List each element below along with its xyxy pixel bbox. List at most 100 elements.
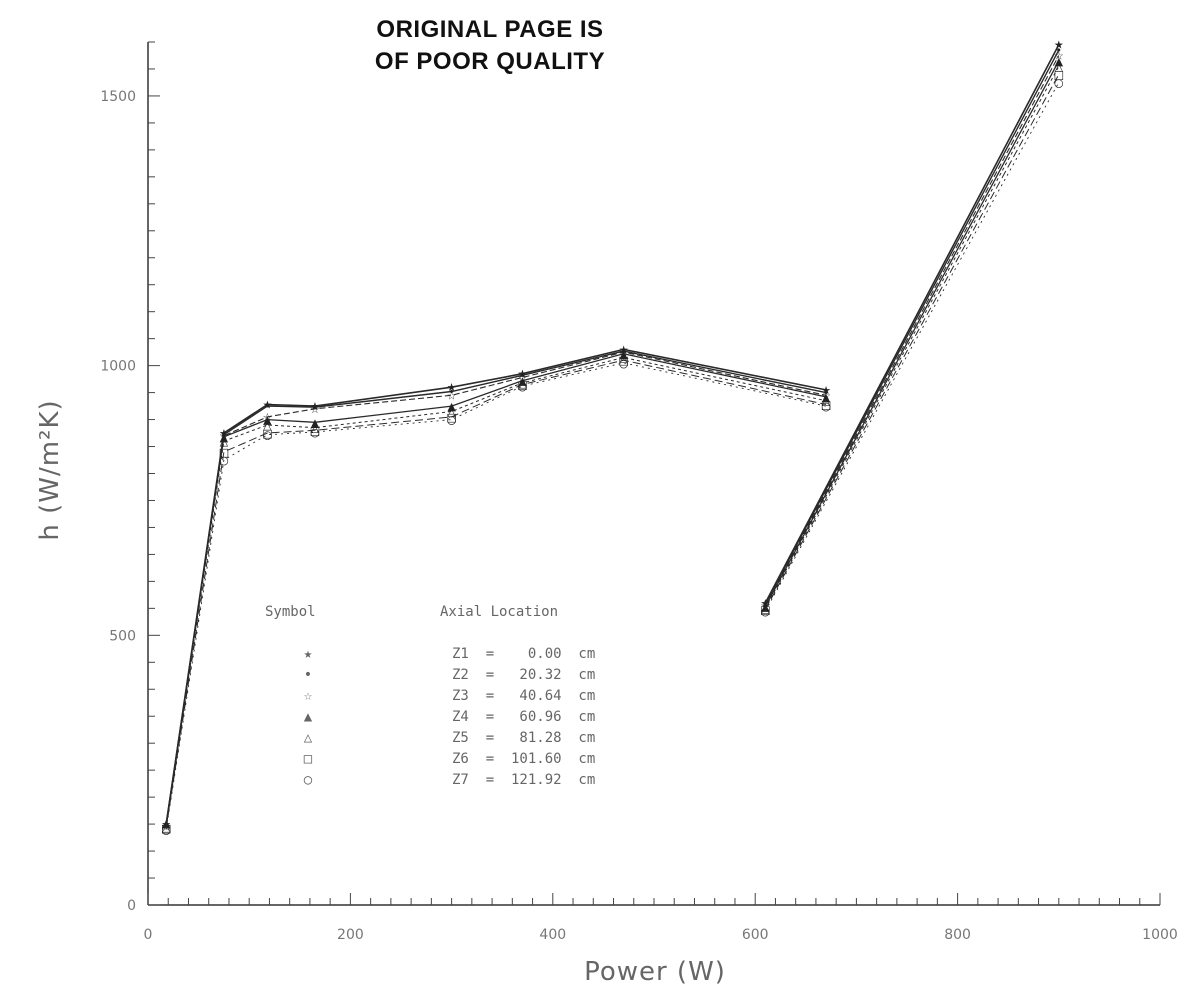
x-tick-label: 600: [742, 927, 769, 943]
legend-symbol: △: [304, 730, 313, 746]
legend-label: Z1 = 0.00 cm: [452, 646, 595, 662]
series-line: [165, 353, 827, 824]
data-point-marker: ★: [1054, 39, 1064, 52]
data-point-marker: •: [312, 401, 319, 414]
x-tick-label: 1000: [1142, 927, 1178, 943]
data-point-marker: □: [821, 398, 831, 411]
quality-stamp: ORIGINAL PAGE IS OF POOR QUALITY: [330, 14, 650, 78]
y-tick-label: 500: [109, 628, 136, 644]
data-point-marker: △: [619, 352, 628, 365]
x-tick-label: 400: [539, 927, 566, 943]
stamp-line-2: OF POOR QUALITY: [374, 48, 606, 75]
legend-symbol: ▲: [304, 709, 313, 725]
data-point-marker: ○: [310, 426, 320, 439]
x-tick-label: 800: [944, 927, 971, 943]
legend-label: Z7 = 121.92 cm: [452, 772, 595, 788]
data-point-marker: ★: [619, 343, 629, 356]
data-point-marker: ○: [161, 823, 171, 836]
data-point-marker: ☆: [619, 346, 629, 359]
series-line: [165, 356, 827, 827]
data-point-marker: ☆: [262, 411, 272, 424]
data-point-marker: □: [517, 379, 527, 392]
data-point-marker: ☆: [821, 389, 831, 402]
series-line: [764, 74, 1060, 610]
data-point-marker: ○: [1054, 76, 1064, 89]
data-point-marker: □: [760, 603, 770, 616]
data-point-marker: △: [447, 405, 456, 418]
data-point-marker: ▲: [1055, 55, 1064, 68]
data-point-marker: ▲: [220, 431, 229, 444]
data-point-marker: •: [264, 400, 271, 413]
data-point-marker: △: [1055, 60, 1064, 73]
data-point-marker: □: [310, 424, 320, 437]
series-layer: ★★★ ★★★★★★★••• •••••••☆☆☆☆☆☆☆☆☆☆▲▲▲ ▲▲▲▲▲▲▲…: [161, 39, 1064, 837]
data-point-marker: □: [618, 354, 628, 367]
series-line: [165, 350, 827, 826]
data-point-marker: ★: [447, 381, 457, 394]
data-point-marker: ○: [761, 605, 771, 618]
data-point-marker: ○: [263, 429, 273, 442]
series-line: [764, 55, 1060, 606]
data-point-marker: □: [262, 427, 272, 440]
axes: 0 200 400 600 800 1000 0 500 1000 1500: [100, 41, 1178, 943]
data-point-marker: ○: [219, 454, 229, 467]
legend-symbol: □: [304, 751, 313, 767]
data-point-marker: •: [1056, 44, 1063, 57]
data-point-marker: ○: [447, 414, 457, 427]
x-tick-label: 0: [144, 927, 153, 943]
data-point-marker: □: [446, 411, 456, 424]
legend-header-location: Axial Location: [440, 604, 558, 620]
series-line: [165, 348, 827, 825]
y-tick-label: 1500: [100, 89, 136, 105]
legend: Symbol Axial Location ★ Z1 = 0.00 cm • Z2 = 2…: [265, 604, 595, 788]
y-tick-label: 0: [127, 898, 136, 914]
series-line: [165, 362, 827, 830]
data-point-marker: □: [219, 446, 229, 459]
data-point-marker: ▲: [822, 391, 831, 404]
data-point-marker: ▲: [311, 416, 320, 429]
data-point-marker: ▲: [619, 348, 628, 361]
data-point-marker: ○: [518, 380, 528, 393]
legend-symbol: •: [304, 667, 312, 683]
data-point-marker: ○: [821, 400, 831, 413]
legend-label: Z2 = 20.32 cm: [452, 667, 595, 683]
data-point-marker: •: [519, 369, 526, 382]
series-line: [764, 60, 1060, 608]
data-point-marker: ☆: [447, 389, 457, 402]
series-line: [764, 82, 1060, 612]
data-point-marker: ☆: [1054, 49, 1064, 62]
legend-symbol: ○: [304, 772, 313, 788]
series-line: [764, 66, 1060, 609]
data-point-marker: △: [822, 395, 831, 408]
legend-label: Z4 = 60.96 cm: [452, 709, 595, 725]
series-line: [165, 359, 827, 828]
series-line: [165, 351, 827, 827]
data-point-marker: •: [448, 386, 455, 399]
legend-label: Z5 = 81.28 cm: [452, 730, 595, 746]
data-point-marker: •: [221, 429, 228, 442]
x-axis-title: Power (W): [584, 957, 726, 987]
data-point-marker: ▲: [518, 375, 527, 388]
y-axis-title: h (W/m²K): [35, 399, 65, 540]
legend-symbol: ☆: [304, 688, 313, 704]
stamp-line-1: ORIGINAL PAGE IS: [376, 16, 604, 43]
data-point-marker: △: [220, 435, 229, 448]
data-point-marker: •: [823, 387, 830, 400]
data-point-marker: △: [518, 377, 527, 390]
series-line: [764, 49, 1060, 605]
data-point-marker: ★: [518, 368, 528, 381]
series-line: [764, 44, 1060, 604]
legend-label: Z3 = 40.64 cm: [452, 688, 595, 704]
data-point-marker: ★: [219, 427, 229, 440]
data-point-marker: △: [311, 422, 320, 435]
data-point-marker: ★: [262, 398, 272, 411]
data-point-marker: ○: [619, 357, 629, 370]
y-tick-label: 1000: [100, 359, 136, 375]
data-point-marker: ▲: [263, 414, 272, 427]
data-point-marker: ☆: [518, 371, 528, 384]
data-point-marker: ▲: [447, 400, 456, 413]
data-point-marker: ★: [821, 384, 831, 397]
legend-header-symbol: Symbol: [265, 604, 316, 620]
data-point-marker: ☆: [310, 403, 320, 416]
